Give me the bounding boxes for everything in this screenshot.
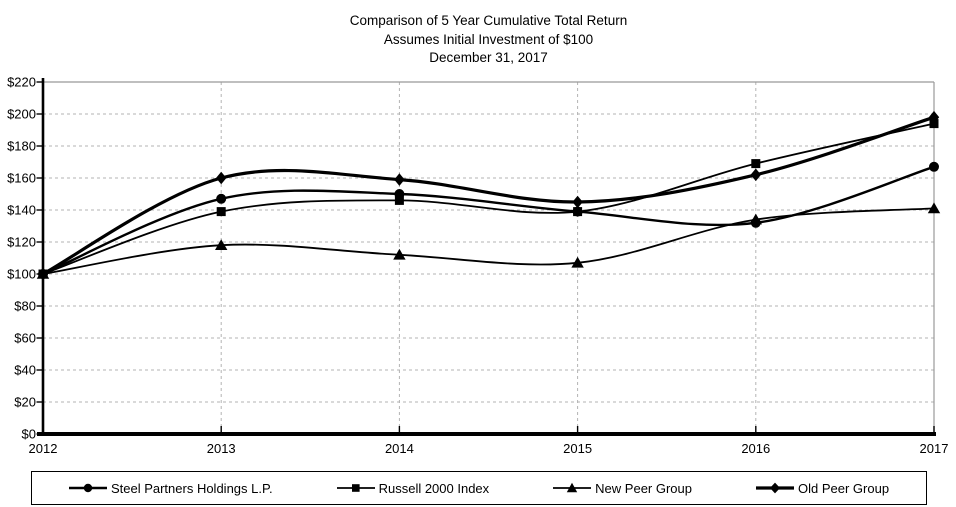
marker-circle-steel-partners-holdings-l-p: [216, 193, 227, 204]
marker-diamond-old-peer-group: [750, 168, 761, 182]
legend-label-steel-partners-holdings-l-p: Steel Partners Holdings L.P.: [110, 480, 273, 496]
x-tick-label: 2013: [207, 441, 236, 456]
marker-square-russell-2000-index: [751, 159, 761, 169]
legend-label-old-peer-group: Old Peer Group: [798, 480, 890, 496]
x-tick-label: 2014: [385, 441, 414, 456]
marker-square-russell-2000-index: [929, 119, 939, 129]
y-tick-label: $80: [14, 299, 36, 314]
marker-triangle-new-peer-group: [749, 213, 762, 225]
marker-circle-steel-partners-holdings-l-p: [929, 161, 939, 172]
chart-legend: Steel Partners Holdings L.P. Russell 2000…: [31, 471, 927, 505]
legend-item-russell-2000-index: Russell 2000 Index: [336, 480, 490, 496]
chart-title-line-1: Comparison of 5 Year Cumulative Total Re…: [349, 13, 628, 28]
marker-triangle-new-peer-group: [215, 239, 228, 250]
series-line-steel-partners-holdings-l-p: [41, 165, 936, 276]
legend-label-russell-2000-index: Russell 2000 Index: [378, 480, 490, 496]
marker-square-russell-2000-index: [394, 195, 404, 205]
legend-diamond-icon: [756, 482, 794, 494]
y-tick-label: $200: [7, 107, 36, 122]
series-line-new-peer-group: [42, 207, 935, 275]
x-tick-label: 2015: [563, 441, 592, 456]
y-tick-label: $180: [7, 139, 36, 154]
y-tick-label: $140: [7, 203, 36, 218]
series-line-russell-2000-index: [42, 122, 935, 275]
x-tick-label: 2012: [29, 441, 58, 456]
legend-triangle-icon: [553, 482, 592, 493]
legend-item-new-peer-group: New Peer Group: [553, 481, 692, 496]
marker-triangle-new-peer-group: [927, 202, 941, 214]
chart-title: Comparison of 5 Year Cumulative Total Re…: [43, 12, 934, 68]
y-tick-label: $20: [14, 395, 36, 410]
x-tick-label: 2017: [920, 441, 949, 456]
legend-square-icon: [336, 484, 375, 492]
marker-square-russell-2000-index: [573, 207, 583, 217]
y-tick-label: $0: [22, 427, 36, 442]
y-tick-label: $60: [14, 331, 36, 346]
marker-diamond-old-peer-group: [394, 173, 405, 186]
marker-triangle-new-peer-group: [393, 248, 406, 260]
y-tick-label: $100: [7, 267, 36, 282]
marker-square-russell-2000-index: [216, 207, 226, 217]
legend-label-new-peer-group: New Peer Group: [595, 480, 692, 496]
marker-diamond-old-peer-group: [572, 195, 583, 209]
marker-diamond-old-peer-group: [928, 110, 940, 124]
legend-item-old-peer-group: Old Peer Group: [756, 481, 889, 496]
marker-triangle-new-peer-group: [571, 256, 584, 268]
y-tick-label: $40: [14, 363, 36, 378]
series-line-old-peer-group: [41, 115, 936, 276]
y-tick-label: $160: [7, 171, 36, 186]
chart-title-line-2: Assumes Initial Investment of $100: [383, 31, 594, 47]
legend-item-steel-partners-holdings-l-p: Steel Partners Holdings L.P.: [68, 480, 273, 496]
marker-diamond-old-peer-group: [37, 267, 49, 281]
marker-diamond-old-peer-group: [216, 171, 227, 185]
x-tick-label: 2016: [741, 441, 770, 456]
legend-circle-icon: [68, 483, 107, 493]
chart-title-line-3: December 31, 2017: [429, 50, 548, 65]
y-tick-label: $120: [7, 235, 36, 250]
y-tick-label: $220: [7, 75, 36, 90]
